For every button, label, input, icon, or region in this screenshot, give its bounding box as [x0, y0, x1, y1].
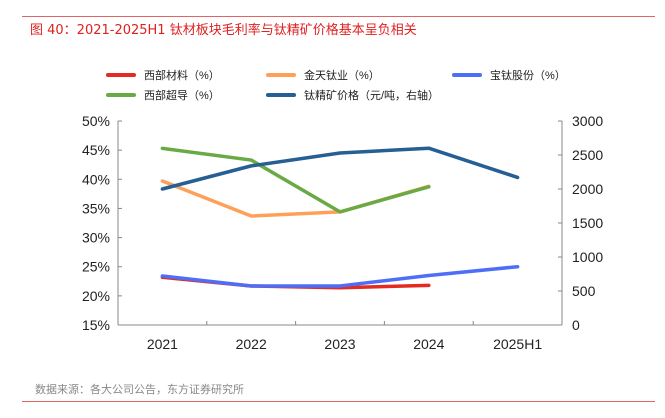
- bottom-rule: [22, 401, 655, 402]
- chart-title: 图 40：2021-2025H1 钛材板块毛利率与钛精矿价格基本呈负相关: [30, 23, 417, 38]
- legend-label: 钛精矿价格（元/吨，右轴）: [304, 88, 439, 102]
- series-line: [160, 264, 520, 288]
- legend-label: 西部超导（%）: [144, 88, 220, 102]
- series-line: [160, 146, 520, 191]
- left-tick-label: 45%: [82, 142, 110, 158]
- legend-label: 西部材料（%）: [144, 68, 220, 82]
- right-tick-label: 2000: [572, 181, 603, 197]
- left-tick-label: 30%: [82, 230, 110, 246]
- legend-label: 金天钛业（%）: [304, 68, 380, 82]
- x-tick-label: 2024: [413, 336, 444, 352]
- right-tick-label: 1500: [572, 215, 603, 231]
- x-tick-label: 2021: [147, 336, 178, 352]
- left-tick-label: 15%: [82, 317, 110, 333]
- line-chart: 15% 20% 25% 30% 35% 40% 45% 50% 0 500 1000 1500 2000…: [82, 68, 603, 352]
- right-tick-label: 1000: [572, 249, 603, 265]
- right-tick-label: 3000: [572, 113, 603, 129]
- left-tick-label: 35%: [82, 200, 110, 216]
- series-line: [160, 146, 431, 214]
- right-tick-label: 2500: [572, 147, 603, 163]
- left-tick-label: 50%: [82, 113, 110, 129]
- left-tick-label: 25%: [82, 259, 110, 275]
- x-tick-label: 2022: [236, 336, 267, 352]
- top-rule: [22, 16, 655, 17]
- right-tick-label: 500: [572, 283, 596, 299]
- x-tick-label: 2025H1: [493, 336, 542, 352]
- right-tick-label: 0: [572, 317, 580, 333]
- x-tick-label: 2023: [324, 336, 355, 352]
- left-tick-label: 20%: [82, 288, 110, 304]
- source-note: 数据来源：各大公司公告，东方证券研究所: [35, 383, 244, 396]
- left-tick-label: 40%: [82, 171, 110, 187]
- legend-label: 宝钛股份（%）: [490, 68, 566, 82]
